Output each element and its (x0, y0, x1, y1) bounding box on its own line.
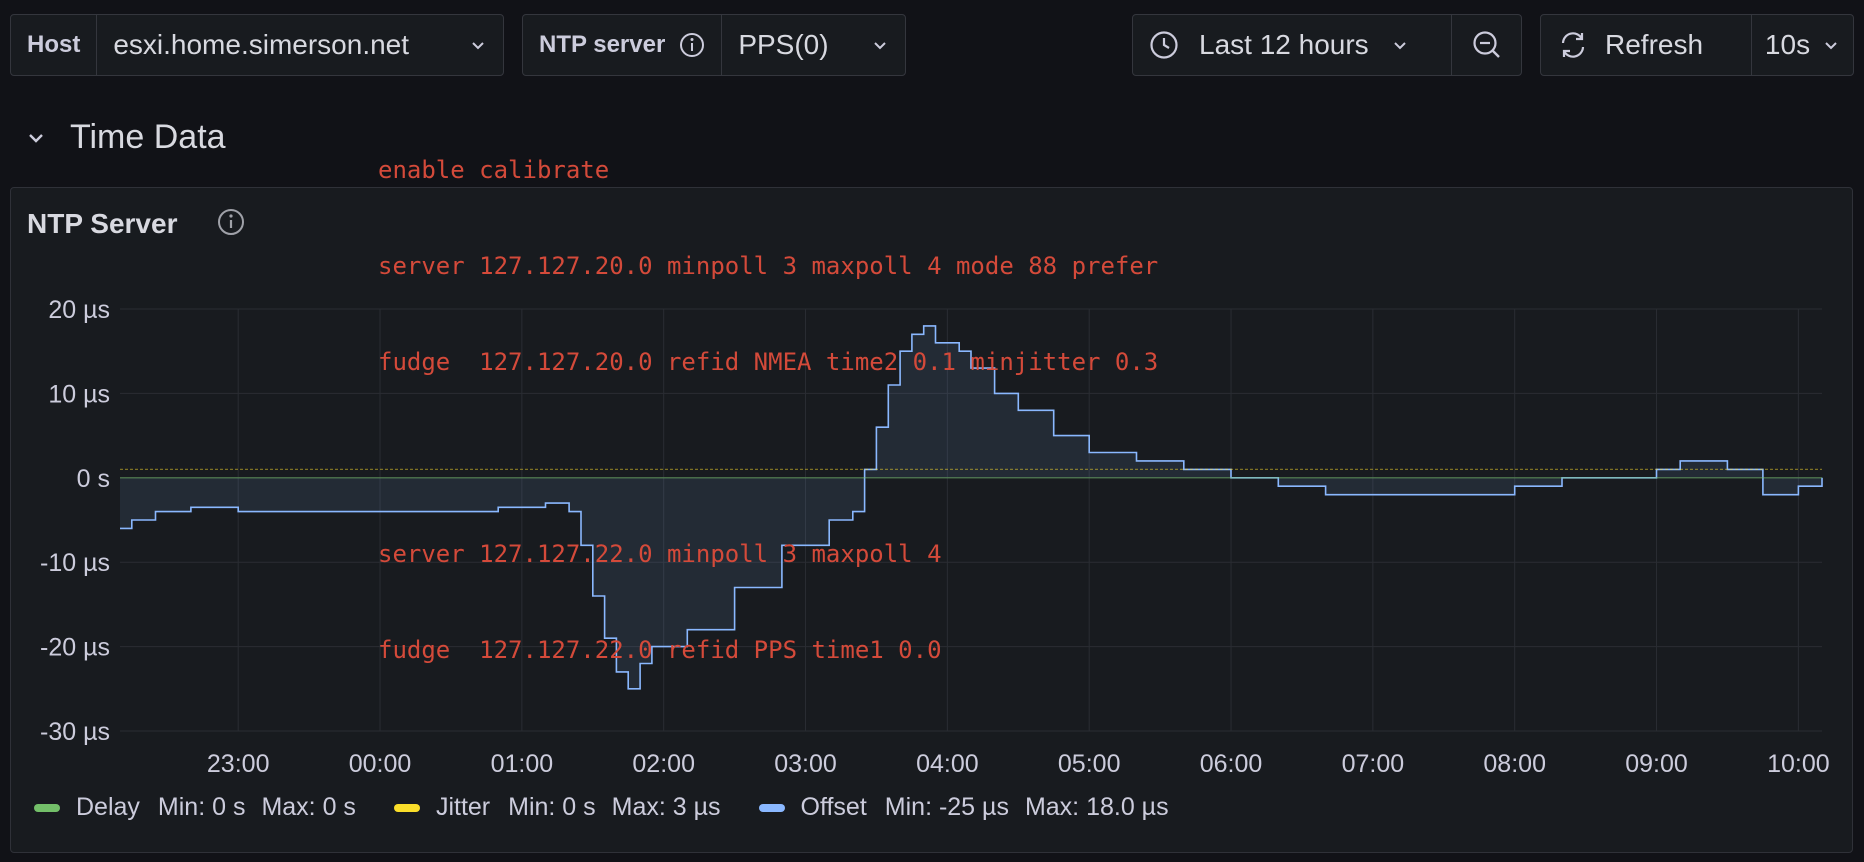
x-tick-label: 05:00 (1058, 750, 1121, 778)
annotation-line: fudge 127.127.20.0 refid NMEA time2 0.1 … (378, 348, 1159, 376)
legend-max: Max: 0 s (261, 793, 356, 821)
x-tick-label: 06:00 (1200, 750, 1263, 778)
ntp-server-panel: NTP Server (10, 187, 1853, 853)
chart-grid (120, 308, 1822, 732)
chevron-down-icon (871, 36, 889, 54)
x-tick-label: 23:00 (207, 750, 270, 778)
annotation-line: server 127.127.22.0 minpoll 3 maxpoll 4 (378, 540, 942, 568)
legend-name: Delay (76, 793, 140, 821)
annotation-line: server 127.127.20.0 minpoll 3 maxpoll 4 … (378, 252, 1159, 280)
chart-area (120, 325, 1822, 689)
chevron-down-icon (1822, 36, 1840, 54)
host-value: esxi.home.simerson.net (113, 29, 410, 60)
x-tick-label: 07:00 (1342, 750, 1405, 778)
legend-swatch (393, 803, 420, 812)
x-tick-label: 01:00 (491, 750, 554, 778)
host-label: Host (27, 31, 81, 58)
annotation-text: enable calibrate server 127.127.20.0 min… (378, 90, 1158, 698)
clock-icon (1149, 30, 1179, 60)
legend-max: Max: 3 µs (611, 793, 721, 821)
info-icon[interactable] (217, 208, 245, 236)
info-icon[interactable] (679, 32, 705, 58)
chart-legend: Delay Min: 0 s Max: 0 s Jitter Min: 0 s … (34, 793, 1207, 822)
refresh-label: Refresh (1605, 29, 1704, 60)
y-tick-label: 0 s (77, 465, 110, 493)
row-title: Time Data (70, 118, 226, 156)
legend-item-offset[interactable]: Offset Min: -25 µs Max: 18.0 µs (758, 793, 1185, 822)
offset-area (120, 325, 1822, 689)
x-tick-label: 04:00 (916, 750, 979, 778)
ntp-server-label: NTP server (523, 15, 721, 75)
y-tick-label: -30 µs (40, 718, 110, 746)
annotation-line: fudge 127.127.22.0 refid PPS time1 0.0 (378, 636, 942, 664)
y-tick-label: 20 µs (48, 296, 110, 324)
legend-item-jitter[interactable]: Jitter Min: 0 s Max: 3 µs (393, 793, 737, 822)
legend-swatch (758, 803, 785, 812)
refresh-button[interactable]: Refresh (1541, 15, 1751, 75)
time-range-value: Last 12 hours (1199, 29, 1369, 60)
refresh-picker: Refresh 10s (1540, 14, 1854, 76)
row-header-time-data[interactable]: Time Data (26, 118, 226, 157)
annotation-line: enable calibrate (378, 156, 610, 184)
legend-name: Jitter (435, 793, 491, 821)
time-range-picker[interactable]: Last 12 hours (1133, 15, 1451, 75)
ntp-server-value: PPS(0) (738, 29, 829, 60)
chevron-down-icon (469, 36, 487, 54)
offset-series-line (120, 325, 1823, 690)
host-variable: Host esxi.home.simerson.net (10, 14, 504, 76)
legend-item-delay[interactable]: Delay Min: 0 s Max: 0 s (34, 793, 372, 822)
host-select[interactable]: esxi.home.simerson.net (96, 15, 503, 75)
x-tick-label: 03:00 (774, 750, 837, 778)
legend-swatch (34, 803, 60, 812)
y-tick-label: -20 µs (40, 634, 110, 662)
zoom-out-button[interactable] (1451, 15, 1521, 75)
x-tick-label: 09:00 (1625, 750, 1688, 778)
refresh-icon (1557, 29, 1589, 61)
legend-name: Offset (800, 793, 867, 821)
legend-min: Min: 0 s (157, 793, 246, 821)
chevron-down-icon (26, 128, 46, 148)
time-picker: Last 12 hours (1132, 14, 1522, 76)
refresh-interval-value: 10s (1764, 29, 1811, 60)
refresh-interval-select[interactable]: 10s (1751, 15, 1853, 75)
annotation-line (378, 442, 1158, 474)
legend-max: Max: 18.0 µs (1024, 793, 1169, 821)
legend-min: Min: -25 µs (884, 793, 1009, 821)
x-tick-label: 08:00 (1483, 750, 1546, 778)
x-tick-label: 10:00 (1767, 750, 1830, 778)
chevron-down-icon (1391, 36, 1409, 54)
dashboard-toolbar: Host esxi.home.simerson.net NTP server P… (10, 14, 1854, 78)
x-tick-label: 02:00 (632, 750, 695, 778)
ntp-server-variable: NTP server PPS(0) (522, 14, 906, 76)
zoom-out-icon (1471, 29, 1503, 61)
chart-series (120, 325, 1823, 690)
panel-title: NTP Server (27, 208, 178, 239)
y-tick-label: 10 µs (48, 380, 110, 408)
ntp-server-select[interactable]: PPS(0) (721, 15, 905, 75)
legend-min: Min: 0 s (508, 793, 596, 821)
y-tick-label: -10 µs (40, 549, 110, 577)
chart-axes: 20 µs 10 µs 0 s -10 µs -20 µs -30 µs 23:00 00:0… (40, 296, 1830, 778)
x-tick-label: 00:00 (349, 750, 412, 778)
